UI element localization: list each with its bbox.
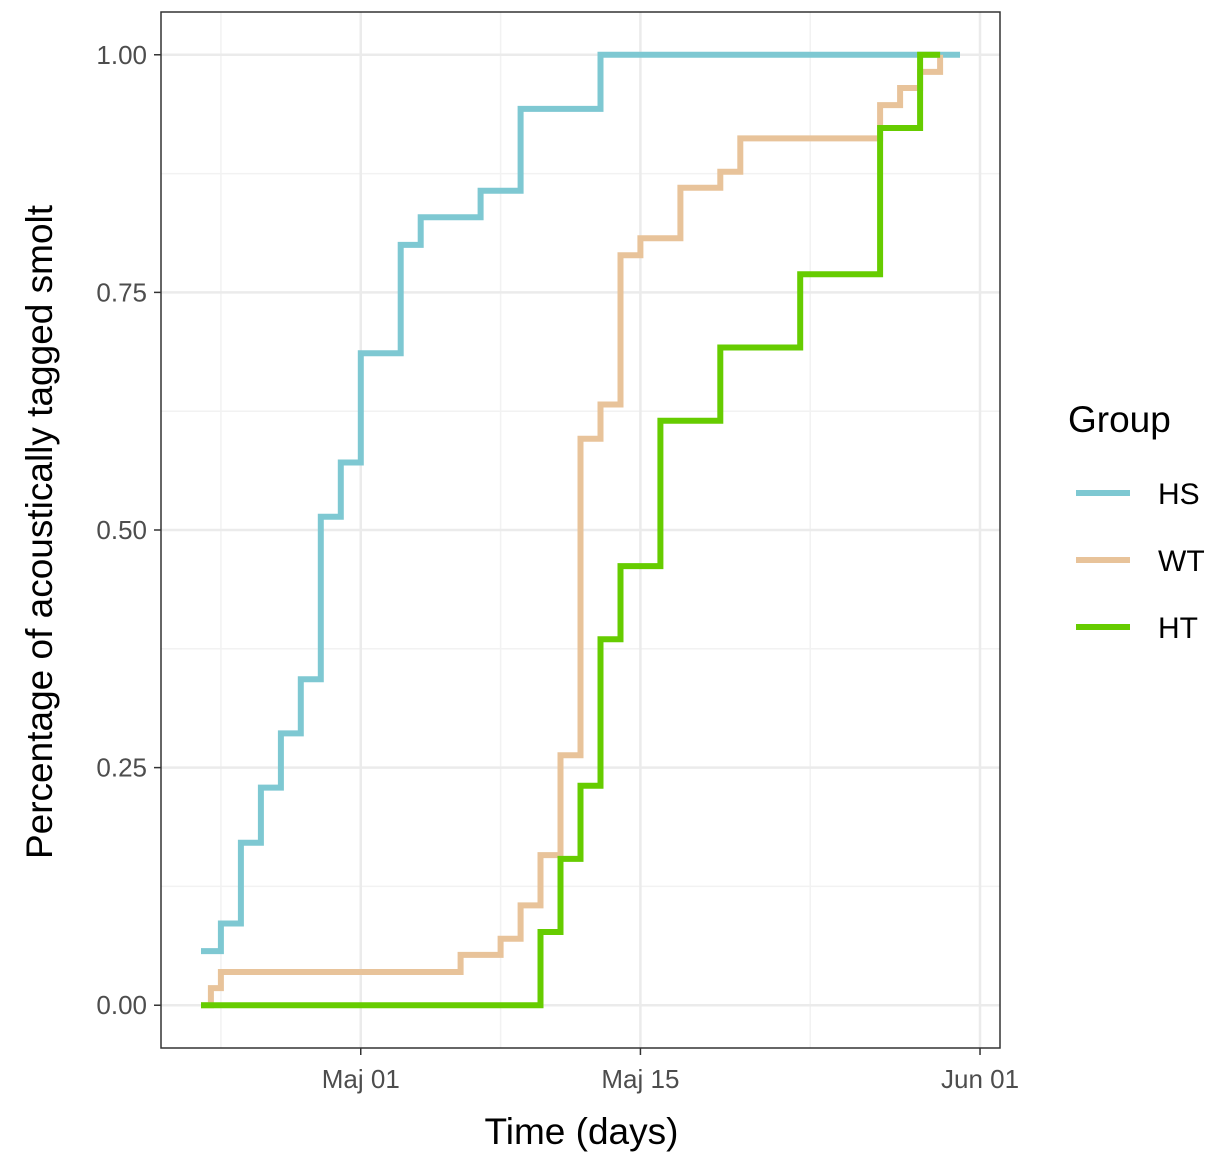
y-tick-label: 0.50 — [96, 515, 147, 545]
y-tick-label: 0.75 — [96, 277, 147, 307]
y-axis-title: Percentage of acoustically tagged smolt — [19, 204, 60, 859]
x-tick-label: Maj 15 — [601, 1064, 679, 1094]
series-line-wt — [201, 54, 944, 1009]
series-line-ht — [201, 51, 941, 1009]
x-tick-label: Jun 01 — [941, 1064, 1019, 1094]
y-tick-label: 0.25 — [96, 753, 147, 783]
x-axis: Maj 01 Maj 15 Jun 01 — [322, 1048, 1019, 1094]
y-tick-label: 1.00 — [96, 40, 147, 70]
y-tick-label: 0.00 — [96, 990, 147, 1020]
x-tick-label: Maj 01 — [322, 1064, 400, 1094]
y-axis: 0.00 0.25 0.50 0.75 1.00 — [96, 40, 161, 1020]
legend-label-wt: WT — [1158, 545, 1205, 578]
series-layer — [201, 51, 960, 1009]
legend-title: Group — [1068, 399, 1171, 440]
legend: Group HS WT HT — [1068, 399, 1205, 645]
legend-label-ht: HT — [1158, 612, 1198, 645]
legend-label-hs: HS — [1158, 478, 1200, 511]
x-axis-title: Time (days) — [485, 1111, 679, 1152]
series-line-hs — [201, 51, 960, 955]
grid-major — [161, 12, 1000, 1048]
